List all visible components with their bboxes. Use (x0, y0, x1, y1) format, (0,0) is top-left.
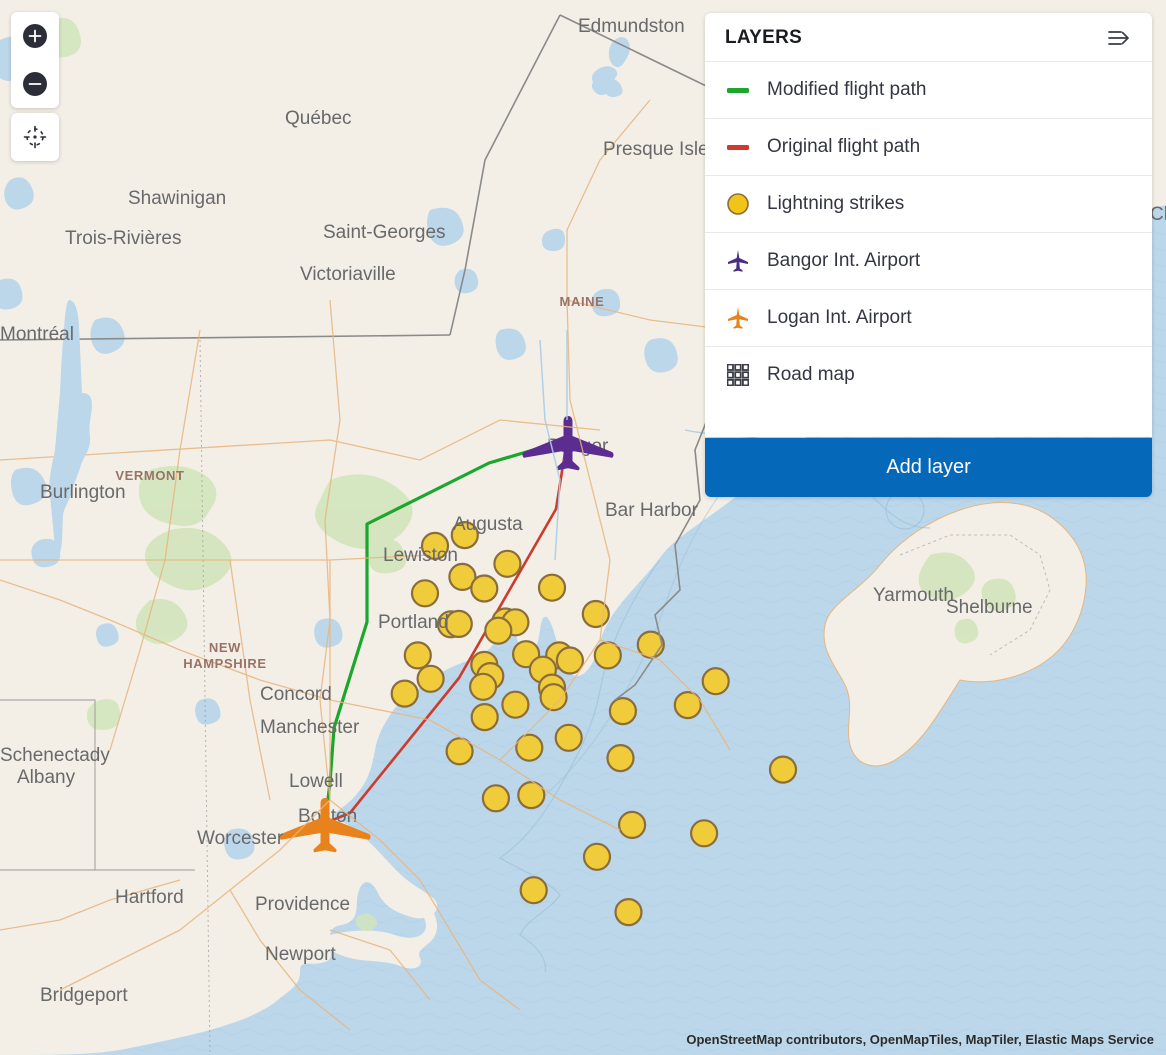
svg-text:Lewiston: Lewiston (383, 545, 458, 566)
svg-text:Newport: Newport (265, 944, 336, 965)
svg-text:Bar Harbor: Bar Harbor (605, 500, 699, 521)
svg-text:Québec: Québec (285, 108, 352, 129)
svg-text:Lowell: Lowell (289, 771, 343, 792)
svg-text:Montréal: Montréal (0, 324, 74, 345)
svg-text:Trois-Rivières: Trois-Rivières (65, 228, 181, 249)
svg-text:Schenectady: Schenectady (0, 745, 110, 766)
svg-text:Saint-Georges: Saint-Georges (323, 222, 446, 243)
svg-text:Victoriaville: Victoriaville (300, 264, 396, 285)
svg-text:MAINE: MAINE (560, 294, 605, 309)
svg-text:Shelburne: Shelburne (946, 597, 1033, 618)
svg-text:Augusta: Augusta (453, 514, 523, 535)
svg-text:Burlington: Burlington (40, 482, 126, 503)
svg-text:Portland: Portland (378, 612, 449, 633)
svg-text:Concord: Concord (260, 684, 332, 705)
svg-text:Edmundston: Edmundston (578, 16, 685, 37)
svg-text:Presque Isle: Presque Isle (603, 139, 709, 160)
svg-text:Hartford: Hartford (115, 887, 184, 908)
svg-text:Chatham: Chatham (1150, 204, 1166, 225)
svg-text:Bridgeport: Bridgeport (40, 985, 128, 1006)
svg-text:Worcester: Worcester (197, 828, 284, 849)
svg-text:HAMPSHIRE: HAMPSHIRE (183, 656, 266, 671)
svg-text:Yarmouth: Yarmouth (873, 585, 954, 606)
svg-text:VERMONT: VERMONT (115, 468, 184, 483)
svg-text:Manchester: Manchester (260, 717, 360, 738)
svg-text:Shawinigan: Shawinigan (128, 188, 226, 209)
svg-text:NEW: NEW (209, 640, 241, 655)
svg-text:Providence: Providence (255, 894, 350, 915)
svg-text:Albany: Albany (17, 767, 76, 788)
